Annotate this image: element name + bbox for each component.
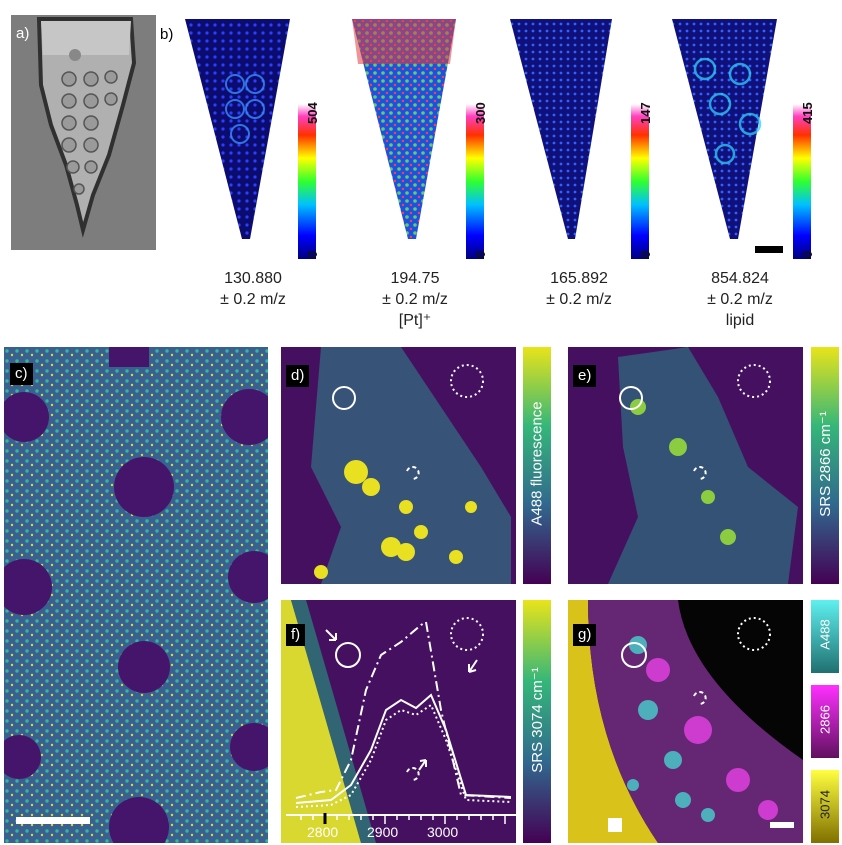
roi-circle-dashed-d <box>406 466 420 480</box>
panel-c-image: c) <box>4 347 268 843</box>
roi-circle-solid-f <box>335 642 361 668</box>
cbar4-max: 415 <box>800 102 815 124</box>
panel-d-fluorescence <box>311 347 511 584</box>
cbar1-max: 504 <box>305 102 320 124</box>
panel-d-image: d) <box>281 347 516 584</box>
roi-circle-dotted-d <box>450 364 484 398</box>
panel-e-image: e) <box>568 347 803 584</box>
tick-2800: 2800 <box>307 824 339 840</box>
roi-circle-dotted-f <box>450 617 484 651</box>
arrow-dashed <box>418 759 427 771</box>
scale-bar-g <box>770 822 794 828</box>
map3-tol: ± 0.2 m/z <box>546 291 612 308</box>
panel-e-srs <box>608 347 798 584</box>
tick-3000: 3000 <box>427 824 459 840</box>
spectrum-solid <box>295 693 512 804</box>
panel-c-cells <box>4 347 268 843</box>
map4-tol: ± 0.2 m/z <box>707 291 773 308</box>
colorbar-e-label: SRS 2866 cm⁻¹ <box>817 411 834 517</box>
map1-tol: ± 0.2 m/z <box>220 291 286 308</box>
colorbar-2 <box>466 104 484 259</box>
channel-a488 <box>811 600 839 673</box>
roi-circle-dashed-f <box>406 767 420 781</box>
map3-mz: 165.892 <box>550 270 608 287</box>
map3-caption: 165.892 ± 0.2 m/z <box>519 268 639 310</box>
cbar2-max: 300 <box>473 102 488 124</box>
scale-bar-b <box>755 246 783 253</box>
roi-circle-dotted-e <box>737 364 771 398</box>
colorbar-d <box>523 347 551 584</box>
spectrum-dotted <box>295 703 512 808</box>
channel-3074 <box>811 770 839 843</box>
panel-b-maps <box>185 19 811 259</box>
cbar4-min: 0 <box>800 250 815 258</box>
panel-a-label: a) <box>16 25 30 42</box>
tick-2900: 2900 <box>367 824 399 840</box>
roi-circle-solid-g <box>621 642 647 668</box>
panel-f-image: f) 2800 2900 3000 <box>281 600 516 843</box>
panel-g-image: g) <box>568 600 803 843</box>
colorbar-d-label: A488 fluorescence <box>528 401 546 526</box>
map1-caption: 130.880 ± 0.2 m/z <box>193 268 313 310</box>
colorbar-f-label: SRS 3074 cm⁻¹ <box>529 667 546 773</box>
panel-d-label: d) <box>286 365 310 387</box>
map1-mz: 130.880 <box>224 270 282 287</box>
msi-map-1 <box>185 19 290 239</box>
panel-a-image: a) <box>11 15 156 250</box>
scale-bar-c <box>16 817 90 824</box>
panel-c-label: c) <box>10 363 33 385</box>
colorbar-3 <box>631 104 649 259</box>
msi-map-4 <box>672 19 777 239</box>
colorbar-f <box>523 600 551 843</box>
roi-circle-solid-e <box>619 386 643 410</box>
panel-f-spectra <box>281 600 516 843</box>
channel-3074-label: 3074 <box>817 790 833 819</box>
msi-map-3 <box>510 19 612 239</box>
map4-mz: 854.824 <box>711 270 769 287</box>
colorbar-1 <box>298 104 316 259</box>
map2-caption: 194.75 ± 0.2 m/z [Pt]⁺ <box>355 268 475 331</box>
arrow-solid <box>325 629 337 641</box>
roi-circle-dashed-e <box>693 466 707 480</box>
cbar3-min: 0 <box>638 250 653 258</box>
panel-e-label: e) <box>573 365 597 387</box>
panel-g-overlay <box>568 600 803 843</box>
roi-circle-solid-d <box>332 386 356 410</box>
cbar1-min: 0 <box>305 250 320 258</box>
colorbar-4 <box>793 104 811 259</box>
map4-note: lipid <box>725 312 755 329</box>
panel-a-micrograph <box>11 15 156 250</box>
roi-circle-dashed-g <box>693 691 707 705</box>
panel-b-label: b) <box>160 26 174 43</box>
cbar2-min: 0 <box>473 250 488 258</box>
colorbar-e <box>811 347 839 584</box>
arrow-dotted <box>468 659 478 673</box>
map2-note: [Pt]⁺ <box>398 312 432 329</box>
channel-2866 <box>811 685 839 758</box>
channel-a488-label: A488 <box>817 619 833 650</box>
panel-f-label: f) <box>286 624 306 646</box>
map2-tol: ± 0.2 m/z <box>382 291 448 308</box>
map4-caption: 854.824 ± 0.2 m/z lipid <box>680 268 800 331</box>
msi-map-2 <box>352 19 456 239</box>
cbar3-max: 147 <box>638 102 653 124</box>
map2-mz: 194.75 <box>390 270 440 287</box>
channel-2866-label: 2866 <box>817 705 833 734</box>
roi-circle-dotted-g <box>737 617 771 651</box>
panel-g-label: g) <box>573 624 597 646</box>
